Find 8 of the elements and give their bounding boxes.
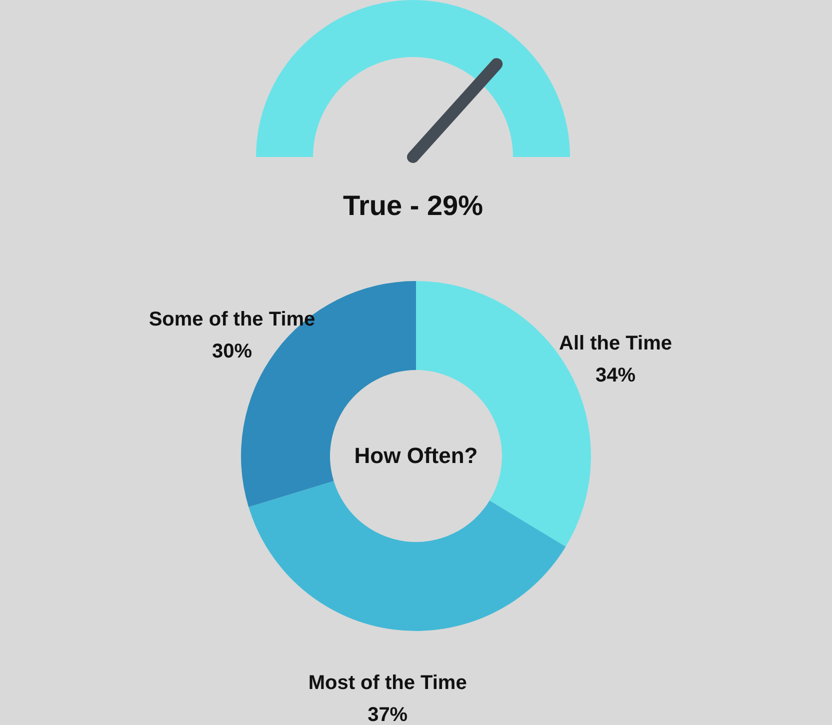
donut-slice — [248, 481, 566, 631]
data-label: 30% — [212, 340, 252, 363]
data-label: 37% — [368, 704, 408, 725]
text: True - 29% — [342, 190, 484, 221]
slice-label: All the Time — [558, 332, 672, 355]
slice-label: Most of the Time — [308, 672, 467, 694]
data-label: 34% — [595, 364, 636, 387]
text: How Often? — [354, 443, 478, 468]
